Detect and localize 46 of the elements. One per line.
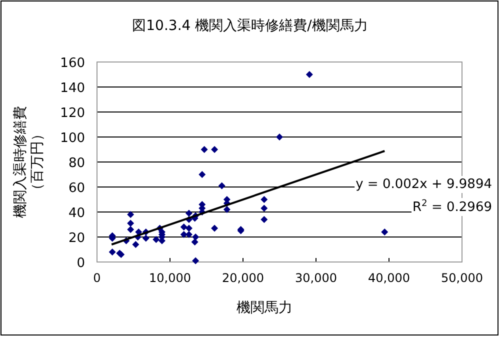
point [185,224,192,232]
point [191,238,198,246]
annotation: y = 0.002x + 9.9894 [354,176,493,193]
point [152,236,160,243]
y-tick-label: 60 [68,181,85,196]
point [260,196,268,203]
point [185,210,192,217]
point [127,220,134,227]
point [127,226,134,233]
point [381,228,388,236]
x-tick-label: 0 [93,271,101,285]
point [223,206,230,213]
point [142,234,150,242]
x-axis-title: 機関馬力 [236,300,292,316]
x-tick-label: 40,000 [368,271,410,285]
chart-title: 図10.3.4 機関入渠時修繕費/機関馬力 [132,18,368,34]
x-tick-label: 30,000 [295,271,337,285]
point [211,224,218,232]
point [192,234,200,240]
point [218,182,226,190]
point [127,211,134,218]
y-tick-label: 0 [76,256,85,271]
y-tick-label: 100 [60,131,85,146]
annotation: R$^{2}$ = 0.2969 [412,198,493,216]
point [260,204,268,212]
y-tick-label: 80 [68,156,85,171]
y-tick-label: 120 [60,106,85,121]
point [132,241,140,248]
point [108,248,116,256]
point [306,71,313,78]
point [198,171,206,178]
point [192,257,200,264]
y-tick-label: 140 [60,81,85,96]
point [211,146,218,153]
y-tick-label: 40 [68,206,85,221]
x-tick-label: 10,000 [149,271,191,285]
point [200,146,208,153]
x-tick-label: 50,000 [441,271,483,285]
x-tick-label: 20,000 [222,271,264,285]
y-tick-label: 160 [60,56,85,71]
point [180,224,188,230]
point [180,231,188,238]
y-tick-label: 20 [68,231,85,246]
y-axis-title: 機関入渠時修繕費（百万円） [12,106,46,218]
point [260,216,268,223]
point [276,134,283,140]
